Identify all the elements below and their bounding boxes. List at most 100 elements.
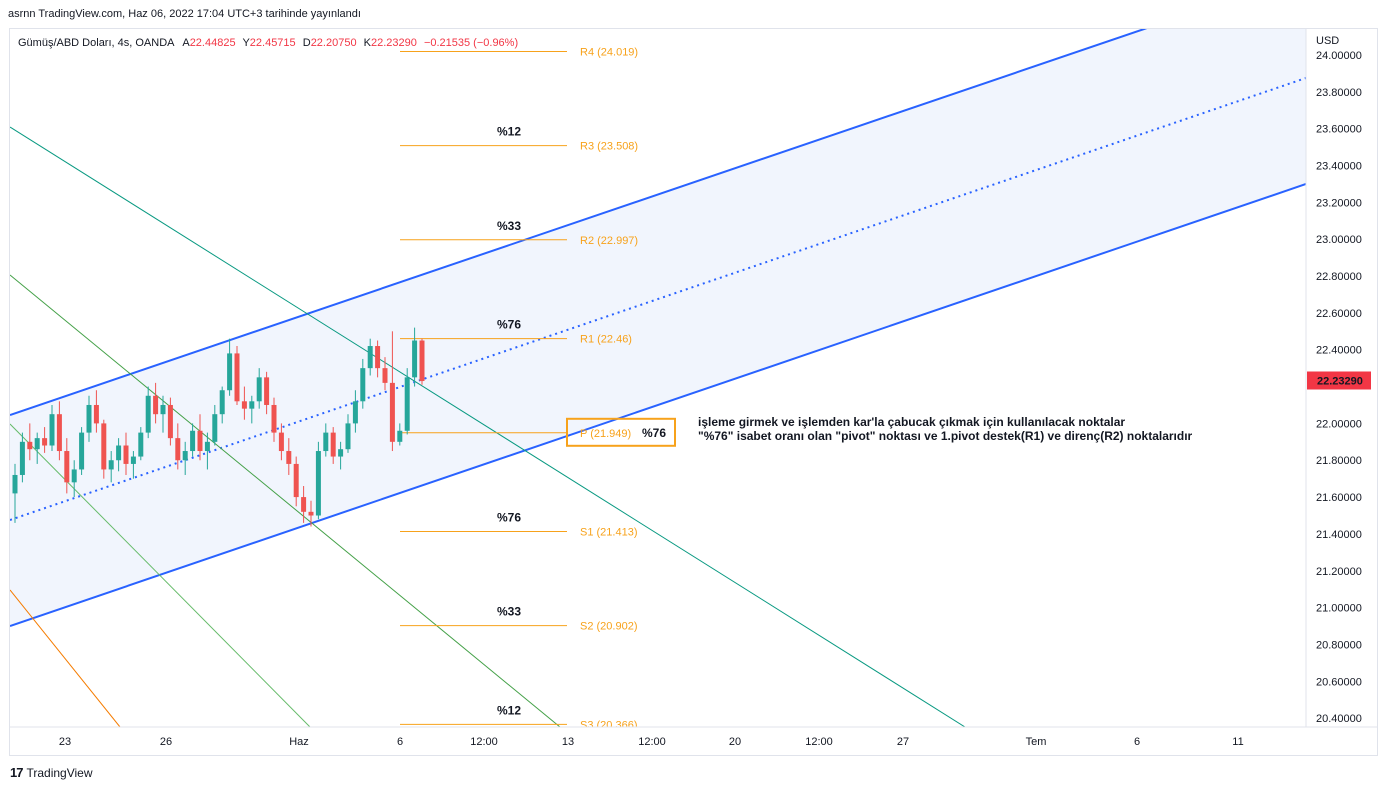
- tradingview-logo[interactable]: 17 TradingView: [10, 765, 93, 780]
- legend-low-label: D: [303, 37, 311, 49]
- green-trend-line-2: [10, 423, 311, 727]
- time-tick-9: 27: [897, 736, 909, 748]
- pivot-label-7: S3 (20.366): [580, 719, 637, 731]
- current-price-badge: [1307, 371, 1371, 390]
- candle-body-12: [101, 423, 107, 470]
- candle-body-39: [301, 497, 307, 512]
- candle-body-23: [182, 451, 188, 461]
- current-price-label: 22.23290: [1317, 375, 1363, 387]
- candle-body-36: [278, 432, 284, 452]
- candle-body-4: [42, 438, 48, 446]
- candle-body-15: [123, 445, 129, 464]
- price-tick-8: 22.40000: [1316, 345, 1362, 357]
- pivot-label-4: P (21.949): [580, 428, 631, 440]
- channel-median-line: [10, 77, 1306, 521]
- annotation-notes: işleme girmek ve işlemden kar'la çabucak…: [698, 415, 1193, 443]
- candle-body-13: [108, 460, 114, 470]
- time-tick-8: 12:00: [805, 736, 833, 748]
- time-tick-2: Haz: [289, 736, 309, 748]
- orange-trend-line: [10, 589, 121, 727]
- candle-body-27: [212, 414, 218, 442]
- candle-body-6: [56, 414, 62, 452]
- candle-body-54: [412, 340, 418, 378]
- candle-body-25: [197, 430, 203, 452]
- pivot-label-1: R3 (23.508): [580, 141, 638, 153]
- time-tick-4: 12:00: [470, 736, 498, 748]
- time-tick-12: 11: [1232, 736, 1243, 748]
- plot-area[interactable]: R4 (24.019) R3 (23.508) %12 R2 (22.997) %33 R…: [10, 27, 1306, 731]
- pivot-pct-1: %12: [497, 125, 521, 139]
- price-tick-3: 23.40000: [1316, 161, 1362, 173]
- legend-symbol: Gümüş/ABD Doları, 4s, OANDA: [18, 37, 175, 49]
- candle-body-11: [93, 404, 99, 424]
- candle-body-43: [330, 432, 336, 457]
- candle-body-14: [116, 445, 122, 461]
- price-tick-17: 20.40000: [1316, 713, 1362, 725]
- legend-open-value: 22.44825: [190, 37, 236, 49]
- candle-body-48: [367, 346, 373, 369]
- pivot-label-3: R1 (22.46): [580, 334, 632, 346]
- tv-logo-icon: 17: [10, 765, 24, 780]
- pivot-pct-3: %76: [497, 318, 521, 332]
- candle-body-38: [293, 463, 299, 498]
- price-tick-2: 23.60000: [1316, 124, 1362, 136]
- legend-high-label: Y: [242, 37, 250, 49]
- time-tick-10: Tem: [1026, 736, 1047, 748]
- candle-body-16: [130, 456, 136, 464]
- legend-close-value: 22.23290: [371, 37, 417, 49]
- channel-lower-line: [10, 183, 1306, 627]
- candle-body-42: [323, 432, 329, 452]
- candle-body-47: [360, 368, 366, 402]
- legend-high-value: 22.45715: [250, 37, 296, 49]
- pivot-label-6: S2 (20.902): [580, 621, 637, 633]
- candle-body-46: [352, 401, 358, 424]
- time-tick-3: 6: [397, 736, 403, 748]
- candle-body-9: [79, 432, 85, 470]
- candle-body-28: [219, 390, 225, 415]
- candle-body-45: [345, 423, 351, 450]
- publish-info: asrnn TradingView.com, Haz 06, 2022 17:0…: [8, 8, 361, 20]
- price-tick-6: 22.80000: [1316, 271, 1362, 283]
- candle-body-33: [256, 377, 262, 402]
- price-tick-11: 21.60000: [1316, 492, 1362, 504]
- candle-body-5: [49, 414, 55, 446]
- candle-body-44: [338, 449, 344, 457]
- candle-body-2: [27, 441, 33, 450]
- candle-body-49: [375, 346, 381, 369]
- pivot-pct-6: %33: [497, 605, 521, 619]
- legend-open-label: A: [182, 37, 190, 49]
- price-tick-12: 21.40000: [1316, 529, 1362, 541]
- legend-close-label: K: [364, 37, 372, 49]
- axes: USD 24.00000 23.80000 23.60000 23.40000 23.20…: [59, 35, 1371, 748]
- candle-body-50: [382, 368, 388, 383]
- note-line-1: işleme girmek ve işlemden kar'la çabucak…: [698, 415, 1125, 429]
- candle-body-21: [167, 404, 173, 439]
- pivot-pct-2: %33: [497, 219, 521, 233]
- price-tick-9: 22.00000: [1316, 418, 1362, 430]
- candle-body-41: [315, 451, 321, 516]
- candle-body-55: [419, 340, 425, 382]
- chart-frame[interactable]: [9, 28, 1378, 756]
- svg-text:Gümüş/ABD Doları, 4s, OANDA: Gümüş/ABD Doları, 4s, OANDA A22.44825 Y2…: [18, 37, 518, 49]
- legend-low-value: 22.20750: [311, 37, 357, 49]
- time-tick-11: 6: [1134, 736, 1140, 748]
- candle-body-0: [12, 474, 18, 494]
- candle-body-51: [389, 382, 395, 442]
- pivot-highlight-box: [566, 417, 676, 447]
- candle-body-40: [308, 511, 314, 516]
- candle-body-53: [404, 377, 410, 431]
- time-tick-6: 12:00: [638, 736, 666, 748]
- time-tick-1: 26: [160, 736, 172, 748]
- pivot-pct-7: %12: [497, 703, 521, 717]
- candle-body-30: [234, 353, 240, 402]
- price-tick-1: 23.80000: [1316, 87, 1362, 99]
- price-axis-currency: USD: [1316, 35, 1339, 47]
- channel-upper-line: [10, 29, 1148, 416]
- candle-body-35: [271, 404, 277, 433]
- price-tick-13: 21.20000: [1316, 566, 1362, 578]
- price-tick-10: 21.80000: [1316, 455, 1362, 467]
- price-tick-5: 23.00000: [1316, 234, 1362, 246]
- symbol-legend: Gümüş/ABD Doları, 4s, OANDA A22.44825 Y2…: [18, 37, 518, 49]
- price-tick-15: 20.80000: [1316, 639, 1362, 651]
